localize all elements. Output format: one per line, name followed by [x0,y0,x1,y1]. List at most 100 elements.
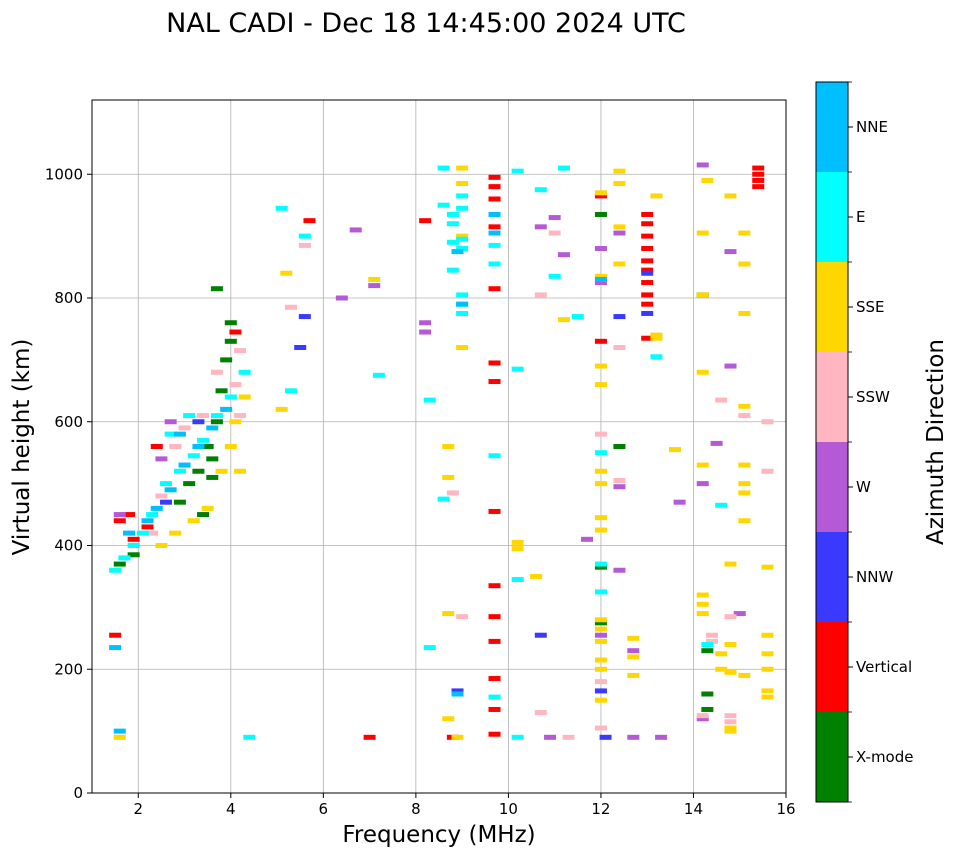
y-axis-label: Virtual height (km) [9,339,35,556]
echo-point-w [419,329,432,335]
echo-point-sse [594,638,607,644]
colorbar-label: Azimuth Direction [923,339,949,545]
echo-point-e [456,310,469,316]
echo-point-vertical [488,360,501,366]
echo-point-e [173,468,186,474]
echo-point-nnw [534,632,547,638]
echo-point-sse [761,694,774,700]
echo-point-nne [150,505,163,511]
echo-point-e [446,267,459,273]
echo-point-nne [451,691,464,697]
echo-point-e [423,645,436,651]
echo-point-nnw [294,345,307,350]
echo-point-vertical [419,218,432,224]
chart-title: NAL CADI - Dec 18 14:45:00 2024 UTC [166,8,686,39]
echo-point-e [275,205,288,211]
echo-point-sse [738,230,751,236]
echo-point-x-mode [594,620,607,626]
y-tick-label: 1000 [45,165,83,183]
echo-point-x-mode [210,286,223,292]
echo-point-e [210,413,223,419]
x-tick-label: 2 [133,800,143,818]
echo-point-x-mode [215,388,228,394]
colorbar-label-e: E [856,208,865,226]
echo-point-e [650,354,663,360]
echo-point-sse [594,657,607,663]
echo-point-sse [234,468,247,474]
echo-point-sse [696,369,709,375]
echo-point-sse [594,626,607,632]
echo-point-ssw [696,713,709,719]
echo-point-sse [715,666,728,672]
echo-point-w [581,536,594,542]
echo-point-e [511,577,524,583]
echo-point-x-mode [220,357,233,363]
echo-point-e [238,369,251,375]
echo-point-e [197,437,210,443]
x-tick-label: 8 [411,800,421,818]
echo-point-vertical [641,292,654,298]
echo-point-sse [696,230,709,236]
colorbar: X-mode Vertical NNW W SSW SSE E NNE [815,81,913,803]
echo-point-sse [442,474,455,480]
echo-point-sse [456,181,469,187]
echo-point-e [701,642,714,647]
echo-point-nnw [298,314,311,320]
colorbar-swatch [816,352,848,442]
echo-point-vertical [594,338,607,344]
echo-point-sse [442,444,455,449]
echo-point-sse [442,716,455,722]
echo-point-vertical [641,221,654,227]
plot-frame [91,99,787,794]
echo-point-sse [594,481,607,487]
echo-point-vertical [141,524,154,530]
echo-point-w [696,481,709,487]
colorbar-swatch [816,262,848,352]
echo-point-e [456,193,469,199]
echo-point-w [113,512,126,518]
echo-point-ssw [155,493,168,499]
echo-point-w [594,280,607,286]
echo-point-vertical [641,301,654,307]
echo-point-x-mode [173,499,186,505]
echo-point-e [437,165,450,171]
echo-point-w [349,227,362,233]
echo-point-nne [141,518,154,524]
echo-point-sse [594,617,607,623]
echo-point-ssw [146,530,159,536]
echo-point-ssw [456,614,469,620]
echo-point-e [243,734,256,740]
echo-point-sse [724,728,737,734]
echo-point-nne [113,728,126,734]
echo-point-e [446,239,459,245]
echo-point-vertical [488,614,501,620]
x-tick-label: 16 [776,800,795,818]
echo-point-e [437,496,450,502]
echo-point-e [488,261,501,267]
echo-point-sse [155,543,168,548]
colorbar-frame [815,81,849,803]
echo-point-sse [696,292,709,298]
echo-point-e [187,453,200,459]
y-tick-label: 200 [54,660,83,678]
echo-point-ssw [210,369,223,375]
echo-point-sse [627,654,640,660]
echo-point-vertical [150,444,163,449]
echo-point-w [548,215,561,221]
echo-point-sse [650,193,663,199]
echo-point-x-mode [192,468,205,474]
echo-point-sse [724,193,737,199]
echo-point-sse [613,261,626,267]
echo-point-e [456,205,469,211]
echo-point-sse [738,261,751,267]
echo-point-e [456,236,469,242]
echo-point-sse [511,546,524,552]
echo-point-nne [206,425,219,431]
echo-point-sse [594,190,607,196]
echo-point-sse [650,332,663,338]
echo-point-vertical [641,246,654,251]
echo-point-nnw [451,688,464,694]
colorbar-label-x-mode: X-mode [856,748,913,766]
echo-point-nne [178,462,191,468]
echo-point-sse [557,317,570,323]
